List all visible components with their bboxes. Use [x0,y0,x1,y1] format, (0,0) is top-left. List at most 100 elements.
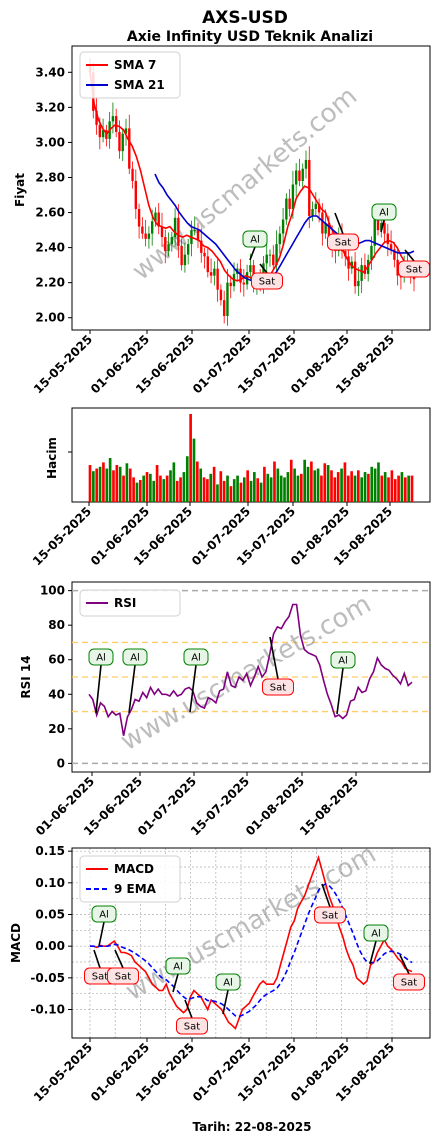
price-candle-body [196,230,200,241]
price-candle-body [373,219,376,246]
volume-bar [310,461,313,502]
price-annotation-arrow [259,263,268,274]
price-annotation-label: Sat [335,238,351,249]
rsi-annotation-box [122,648,148,666]
price-candle-body [317,203,321,213]
plot-frame [71,45,431,331]
price-candle-body [314,203,318,210]
price-candle-body [160,226,164,238]
price-candle-body [294,170,298,185]
macd-annotation-arrow [222,989,229,1015]
volume-bar [303,459,306,502]
macd-annotation-label: Al [99,910,109,921]
volume-bar [229,486,233,502]
rsi-annotation-box [183,648,209,666]
volume-bar [196,461,199,502]
price-candle-body [101,130,105,138]
price-candle-body [134,180,138,210]
rsi-annotation-label: Sat [270,683,286,694]
price-candle-body [396,259,399,276]
price-annotation-label: Al [379,208,389,219]
price-candle-body [278,233,282,245]
volume-bar [122,475,125,502]
volume-bar [145,472,149,502]
price-candle-body [193,230,196,232]
price-candle-body [114,116,118,132]
price-ytick-label: 2.20 [35,276,65,290]
price-candle-body [121,133,124,152]
macd-panel: -0.10-0.050.000.050.100.1515-05-202501-0… [9,839,431,1104]
macd-annotation-box [215,973,241,991]
volume-bar [316,468,320,502]
macd-legend-box [79,855,181,903]
volume-bar [202,477,206,502]
price-candle-body [219,289,223,301]
price-annotation-arrow [249,246,256,261]
volume-bar [92,471,95,502]
price-candle-body [200,240,203,253]
macd-annotation-box [91,905,117,923]
macd-annotation-label: Al [173,962,183,973]
volume-bar [175,480,179,502]
volume-bar [115,465,119,502]
macd-ytick-label: 0.05 [35,908,65,922]
price-candle-body [383,223,386,234]
price-candle-body [206,256,210,273]
volume-bar [253,472,256,502]
price-candle-body [111,116,115,122]
price-annotation-arrow [334,212,344,235]
plot-frame [71,847,431,1039]
volume-bar [155,465,159,502]
volume-bar [118,466,122,502]
volume-bar [393,479,397,502]
rsi-ytick-label: 20 [48,722,65,736]
price-candle-body [275,244,278,266]
volume-bar [179,477,182,502]
rsi-annotation-label: Al [191,653,201,664]
rsi-ylabel: RSI 14 [19,655,33,698]
price-candle-body [167,244,170,252]
price-candle-body [95,110,98,125]
price-candle-body [272,254,275,266]
price-candle-body [298,170,301,181]
price-candle-body [389,244,393,250]
volume-bar [293,468,296,502]
volume-bar [326,465,330,502]
price-ytick-label: 2.80 [35,170,65,184]
price-candle-body [265,254,268,264]
volume-bar [159,475,162,502]
volume-bar [192,438,196,502]
rsi-legend-box [79,589,181,617]
price-candle-body [137,209,141,227]
price-candle-body [131,168,134,181]
price-annotation-label: Sat [406,265,422,276]
price-candle-body [141,226,144,234]
price-candle-body [183,254,187,266]
macd-xtick-label: 15-05-2025 [31,1040,95,1104]
watermark-text: www.uscmarkets.com [127,81,364,286]
price-candle-body [186,244,190,255]
macd-annotation-arrow [399,954,410,975]
price-candle-body [98,124,102,138]
rsi-annotation-label: Al [130,653,140,664]
macd-annotation-arrow [184,999,193,1019]
price-candle-body [376,219,380,231]
price-candle-body [393,249,396,260]
volume-bar [219,471,223,502]
rsi-annotation-label: Al [338,656,348,667]
macd-annotation-box [314,906,346,924]
macd-ytick-label: 0.00 [35,939,65,953]
macd-annotation-arrow [369,940,377,965]
price-ytick-label: 2.40 [35,241,65,255]
price-annotation-arrow [404,249,415,262]
volume-bar [259,482,263,502]
volume-bar [330,470,333,502]
rsi-annotation-arrow [128,664,136,714]
rsi-annotation-arrow [189,664,197,713]
macd-ytick-label: 0.10 [35,876,65,890]
volume-bar [246,470,249,502]
volume-bar [353,475,357,502]
price-candle-body [386,233,390,245]
volume-bar [98,466,102,502]
